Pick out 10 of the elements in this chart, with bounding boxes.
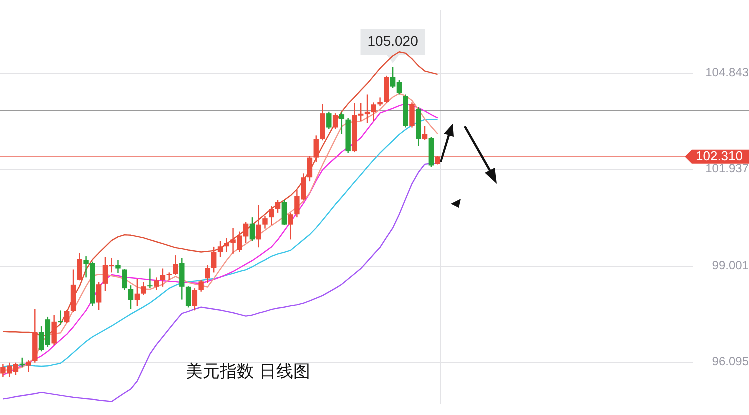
candlestick [378, 98, 383, 106]
annotation: 105.020 [368, 33, 419, 50]
y-tick-label: 101.937 [706, 161, 749, 176]
y-tick-label: 104.843 [706, 65, 749, 80]
candlestick [116, 260, 121, 274]
text: 美元指数 日线图 [186, 361, 310, 383]
ref-line-label: 102.310 [696, 148, 744, 164]
candlestick [148, 268, 153, 289]
y-tick-label: 99.001 [712, 258, 749, 272]
y-tick-label: 96.095 [712, 354, 749, 368]
